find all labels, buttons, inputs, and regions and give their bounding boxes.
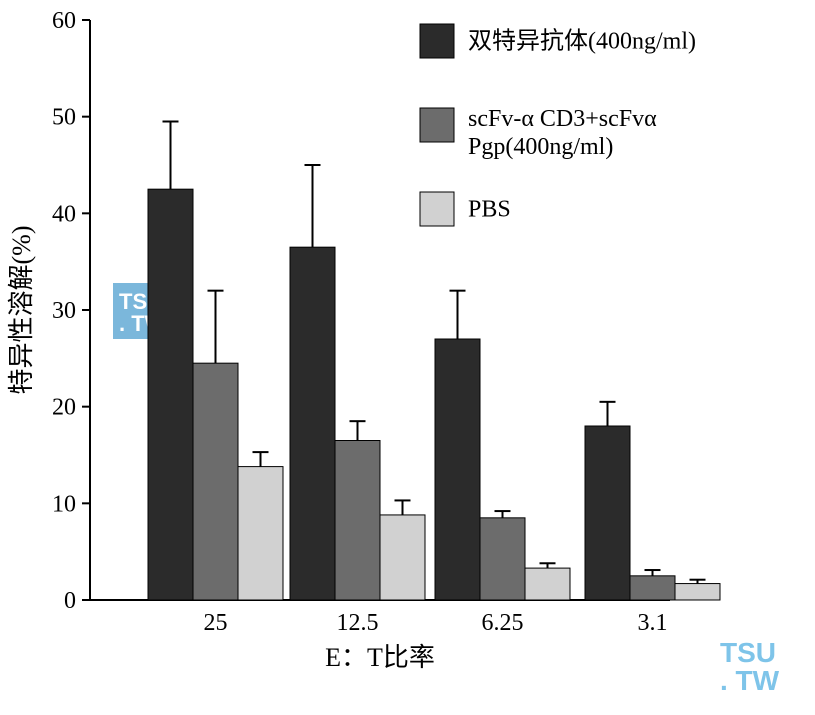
y-tick-label: 60 <box>52 8 76 34</box>
y-tick-label: 50 <box>52 105 76 131</box>
legend-label: PBS <box>468 196 511 222</box>
y-tick-label: 40 <box>52 201 76 227</box>
y-axis-label: 特异性溶解(%) <box>7 226 36 395</box>
chart-container: TSU. TW 0 10 20 30 40 50 60 25 12.5 6.25 3.1 E：T比率 特异… <box>0 0 815 715</box>
x-axis-label: E：T比率 <box>325 643 435 672</box>
x-tick-label: 6.25 <box>482 610 524 636</box>
legend-swatch <box>420 24 454 58</box>
y-tick-label: 10 <box>52 491 76 517</box>
x-tick-label: 25 <box>204 610 228 636</box>
bar <box>480 518 525 600</box>
bar-chart: TSU. TW 0 10 20 30 40 50 60 25 12.5 6.25 3.1 E：T比率 特异… <box>0 0 815 715</box>
bar <box>148 189 193 600</box>
legend-label: Pgp(400ng/ml) <box>468 134 613 160</box>
watermark-tw-bottom: . TW <box>720 665 780 696</box>
legend-label: 双特异抗体(400ng/ml) <box>468 27 696 54</box>
bar <box>380 515 425 600</box>
bar <box>585 426 630 600</box>
legend-label: scFv-α CD3+scFvα <box>468 106 657 132</box>
bar <box>525 568 570 600</box>
bar <box>335 441 380 601</box>
y-tick-label: 30 <box>52 298 76 324</box>
legend-swatch <box>420 108 454 142</box>
bar <box>435 339 480 600</box>
watermark-tsu-bottom: TSU <box>720 637 776 668</box>
x-tick-label: 3.1 <box>638 610 668 636</box>
x-tick-label: 12.5 <box>337 610 379 636</box>
legend-swatch <box>420 192 454 226</box>
bar <box>290 247 335 600</box>
y-tick-label: 0 <box>64 588 76 614</box>
y-tick-label: 20 <box>52 395 76 421</box>
bar <box>193 363 238 600</box>
bar <box>675 584 720 600</box>
bar <box>238 467 283 600</box>
bar <box>630 576 675 600</box>
